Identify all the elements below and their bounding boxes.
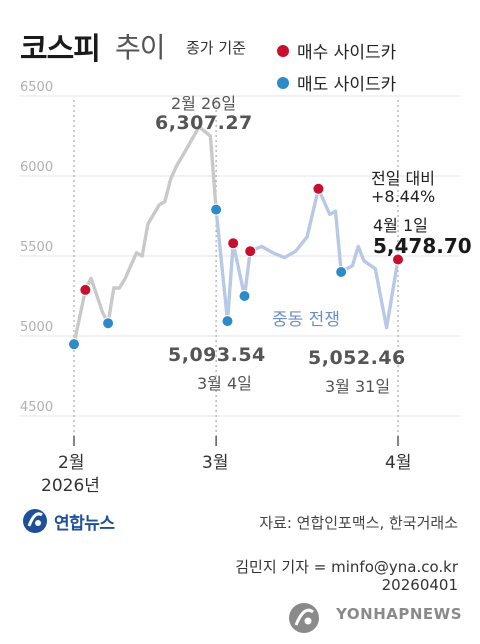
low2-value: 5,052.46 bbox=[308, 347, 406, 369]
sell-sidecar-marker-0 bbox=[68, 338, 80, 351]
chart-title-note: 종가 기준 bbox=[186, 39, 246, 57]
y-tick-label-5500: 5500 bbox=[20, 240, 53, 255]
buy-sidecar-marker-2 bbox=[244, 245, 257, 258]
peak-value: 6,307.27 bbox=[155, 112, 253, 134]
x-axis-ticks bbox=[73, 436, 399, 446]
low2-date: 3월 31일 bbox=[325, 377, 391, 396]
x-label-apr: 4월 bbox=[385, 453, 412, 473]
kospi-line-after-war bbox=[214, 187, 400, 330]
chart-title: 코스피 bbox=[20, 32, 101, 67]
y-tick-label-6000: 6000 bbox=[20, 160, 53, 175]
y-tick-label-5000: 5000 bbox=[20, 320, 53, 335]
legend-buy-label: 매수 사이드카 bbox=[297, 43, 397, 63]
legend-sell-label: 매도 사이드카 bbox=[297, 75, 397, 95]
credit-text: 김민지 기자 = minfo@yna.co.kr bbox=[235, 558, 458, 576]
sell-sidecar-marker-4 bbox=[238, 290, 251, 302]
kospi-line-before-war bbox=[72, 125, 218, 345]
mideast-war-label: 중동 전쟁 bbox=[272, 310, 340, 330]
kospi-line bbox=[72, 125, 400, 345]
agency-name: 연합뉴스 bbox=[54, 514, 115, 534]
buy-sidecar-marker-4 bbox=[392, 253, 404, 266]
buy-sidecar-marker-0 bbox=[79, 283, 92, 296]
sell-sidecar-marker-3 bbox=[221, 315, 234, 328]
change-value: +8.44% bbox=[371, 187, 436, 206]
x-label-mar: 3월 bbox=[202, 453, 229, 473]
legend-sell-dot bbox=[277, 77, 289, 89]
legend-buy-sidecar: 매수 사이드카 bbox=[277, 38, 396, 63]
x-label-feb: 2월 bbox=[58, 453, 85, 473]
sell-sidecar-marker-5 bbox=[335, 266, 348, 278]
buy-sidecar-marker-1 bbox=[227, 237, 240, 250]
sell-sidecar-marker-1 bbox=[102, 317, 115, 330]
last-date: 4월 1일 bbox=[373, 216, 428, 235]
date-text: 20260401 bbox=[381, 576, 458, 594]
peak-date: 2월 26일 bbox=[171, 94, 237, 113]
chart-gridlines bbox=[20, 95, 460, 417]
sidecar-markers bbox=[68, 182, 404, 351]
chart-title-sub: 추이 bbox=[115, 31, 166, 64]
y-tick-label-6500: 6500 bbox=[20, 80, 53, 95]
x-label-year: 2026년 bbox=[41, 476, 100, 496]
yonhapnews-watermark-icon bbox=[289, 603, 319, 633]
sell-sidecar-marker-2 bbox=[210, 203, 223, 216]
last-value: 5,478.70 bbox=[373, 234, 472, 258]
legend-buy-dot bbox=[277, 45, 289, 57]
y-axis-labels: 4500 5000 5500 6000 6500 bbox=[20, 80, 53, 415]
buy-sidecar-marker-3 bbox=[312, 182, 325, 195]
yonhap-logo-icon bbox=[23, 509, 47, 533]
watermark-text: YONHAPNEWS bbox=[336, 605, 462, 623]
change-label: 전일 대비 bbox=[371, 169, 435, 188]
low1-date: 3월 4일 bbox=[197, 374, 252, 393]
y-tick-label-4500: 4500 bbox=[20, 400, 53, 415]
month-guide-lines bbox=[73, 100, 399, 440]
legend-sell-sidecar: 매도 사이드카 bbox=[277, 70, 396, 95]
low1-value: 5,093.54 bbox=[168, 344, 266, 366]
source-text: 자료: 연합인포맥스, 한국거래소 bbox=[259, 514, 458, 532]
